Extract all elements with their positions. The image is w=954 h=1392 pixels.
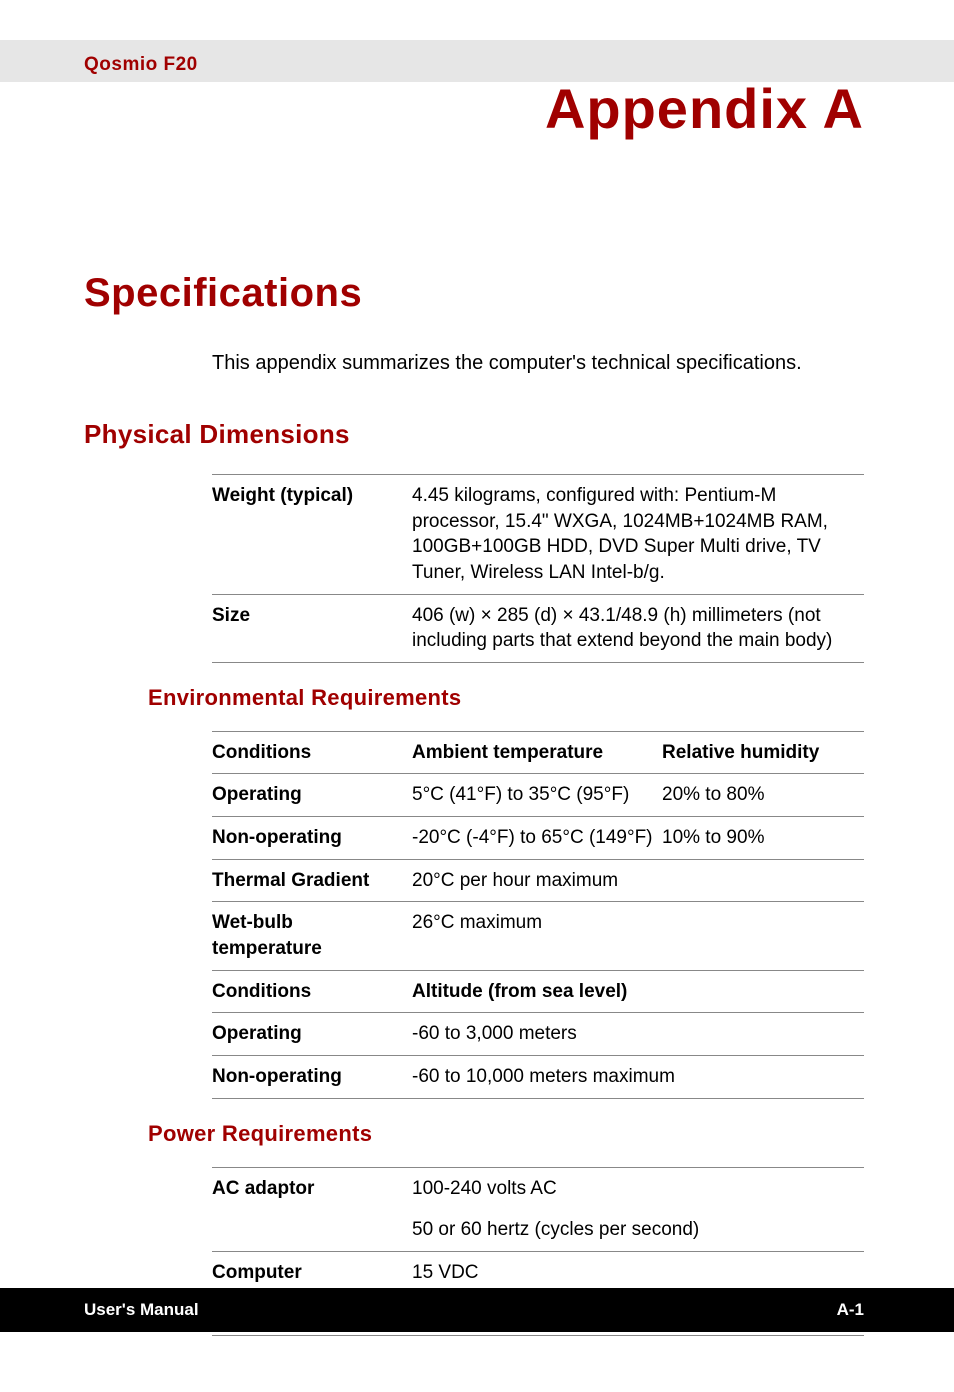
appendix-title: Appendix A — [0, 76, 954, 141]
table-row: AC adaptor 100-240 volts AC — [212, 1167, 864, 1209]
table-header-row: Conditions Ambient temperature Relative … — [212, 731, 864, 774]
cell-label: AC adaptor — [212, 1167, 412, 1209]
table-row: Non-operating -60 to 10,000 meters maxim… — [212, 1055, 864, 1098]
cell-value: 26°C maximum — [412, 902, 864, 970]
table-row: Non-operating -20°C (-4°F) to 65°C (149°… — [212, 817, 864, 860]
table-row: Thermal Gradient 20°C per hour maximum — [212, 859, 864, 902]
cell-value: 406 (w) × 285 (d) × 43.1/48.9 (h) millim… — [412, 594, 864, 662]
page-content: Specifications This appendix summarizes … — [0, 271, 954, 1336]
product-name: Qosmio F20 — [84, 54, 954, 76]
cell-value: 20% to 80% — [662, 774, 864, 817]
col-header: Conditions — [212, 970, 412, 1013]
cell-value: 5°C (41°F) to 35°C (95°F) — [412, 774, 662, 817]
environmental-table: Conditions Ambient temperature Relative … — [212, 731, 864, 1099]
col-header: Conditions — [212, 731, 412, 774]
section-environmental-requirements: Environmental Requirements — [148, 685, 864, 711]
cell-label: Operating — [212, 774, 412, 817]
cell-label: Weight (typical) — [212, 475, 412, 595]
table-row: Weight (typical) 4.45 kilograms, configu… — [212, 475, 864, 595]
table-row: Wet-bulb temperature 26°C maximum — [212, 902, 864, 970]
cell-value: 50 or 60 hertz (cycles per second) — [412, 1209, 864, 1251]
page-title: Specifications — [84, 271, 864, 316]
cell-value: -60 to 10,000 meters maximum — [412, 1055, 864, 1098]
table-row: 50 or 60 hertz (cycles per second) — [212, 1209, 864, 1251]
physical-dimensions-table: Weight (typical) 4.45 kilograms, configu… — [212, 474, 864, 663]
cell-label: Thermal Gradient — [212, 859, 412, 902]
col-header: Ambient temperature — [412, 731, 662, 774]
cell-value: 20°C per hour maximum — [412, 859, 864, 902]
cell-value: 10% to 90% — [662, 817, 864, 860]
section-power-requirements: Power Requirements — [148, 1121, 864, 1147]
table-row: Operating 5°C (41°F) to 35°C (95°F) 20% … — [212, 774, 864, 817]
table-row: Size 406 (w) × 285 (d) × 43.1/48.9 (h) m… — [212, 594, 864, 662]
col-header: Relative humidity — [662, 731, 864, 774]
col-header: Altitude (from sea level) — [412, 970, 864, 1013]
table-row: Operating -60 to 3,000 meters — [212, 1013, 864, 1056]
table-header-row: Conditions Altitude (from sea level) — [212, 970, 864, 1013]
cell-value: 4.45 kilograms, configured with: Pentium… — [412, 475, 864, 595]
cell-value: 100-240 volts AC — [412, 1167, 864, 1209]
cell-label: Non-operating — [212, 1055, 412, 1098]
footer-manual-label: User's Manual — [84, 1300, 199, 1320]
cell-label — [212, 1209, 412, 1251]
cell-value: -60 to 3,000 meters — [412, 1013, 864, 1056]
cell-label: Size — [212, 594, 412, 662]
cell-label: Wet-bulb temperature — [212, 902, 412, 970]
cell-label: Operating — [212, 1013, 412, 1056]
section-physical-dimensions: Physical Dimensions — [84, 419, 864, 450]
intro-text: This appendix summarizes the computer's … — [212, 352, 864, 375]
footer-page-number: A-1 — [837, 1300, 864, 1320]
cell-label: Non-operating — [212, 817, 412, 860]
page-footer: User's Manual A-1 — [0, 1288, 954, 1332]
cell-value: -20°C (-4°F) to 65°C (149°F) — [412, 817, 662, 860]
